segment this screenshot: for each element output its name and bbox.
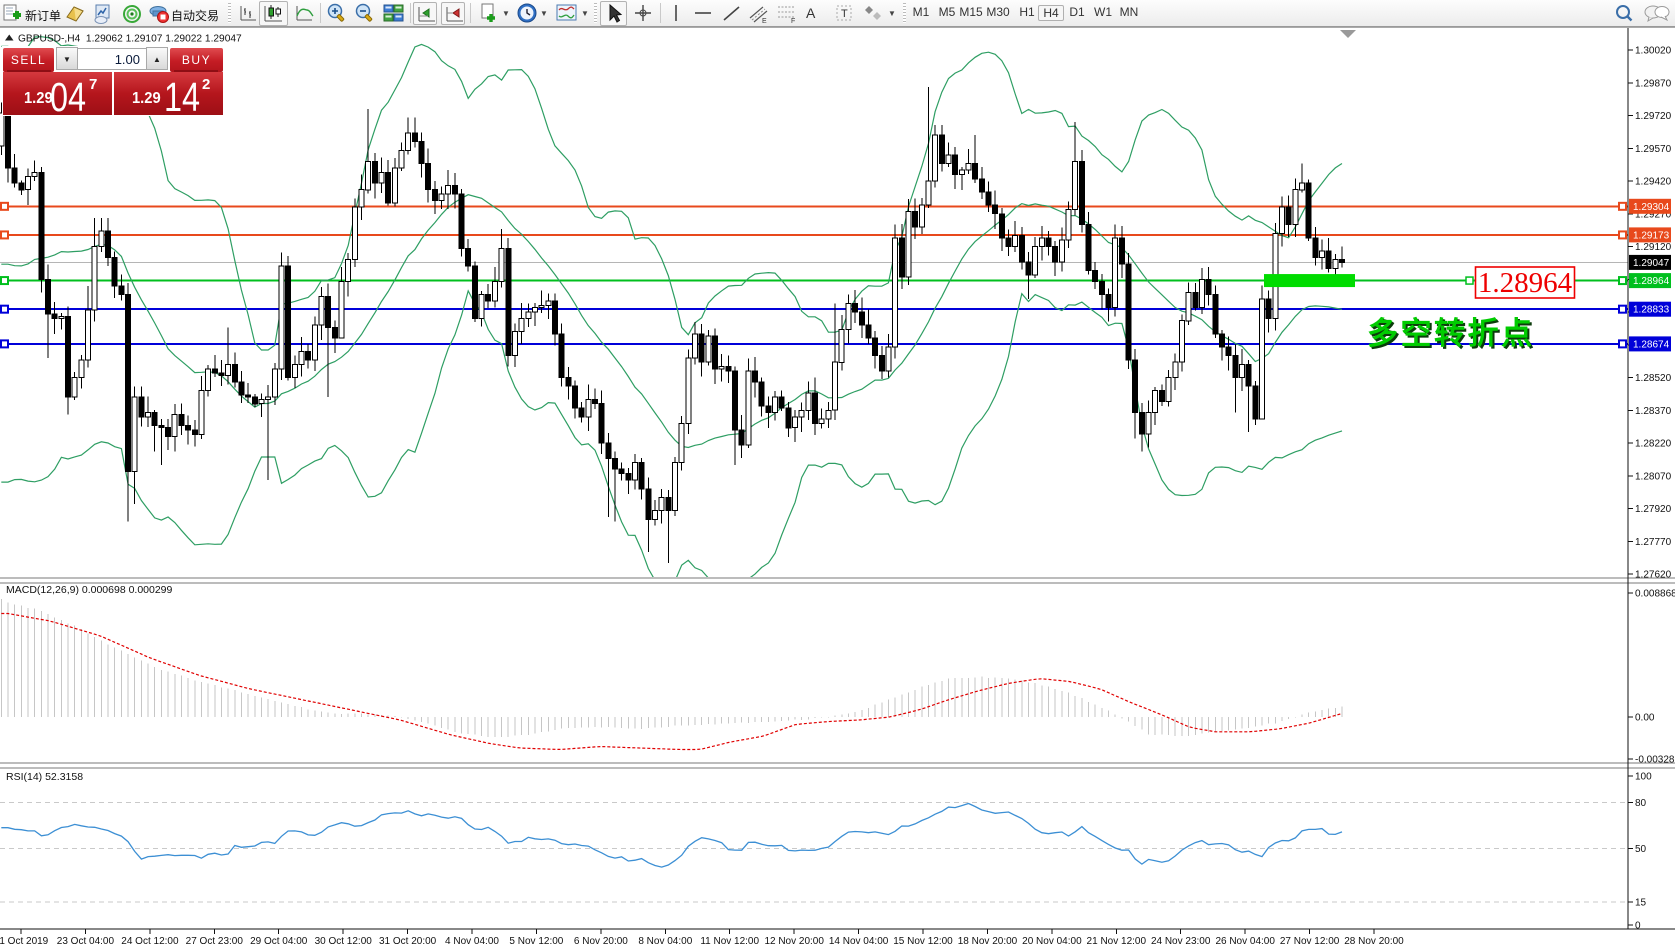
svg-text:1.28833: 1.28833 <box>1633 305 1670 316</box>
svg-text:1.28964: 1.28964 <box>1478 267 1573 299</box>
svg-text:24 Nov 23:00: 24 Nov 23:00 <box>1151 936 1211 947</box>
svg-text:RSI(14) 52.3158: RSI(14) 52.3158 <box>6 771 83 783</box>
svg-text:27 Nov 12:00: 27 Nov 12:00 <box>1280 936 1340 947</box>
svg-text:1.28070: 1.28070 <box>1635 471 1672 482</box>
svg-text:21 Nov 12:00: 21 Nov 12:00 <box>1087 936 1147 947</box>
svg-text:31 Oct 20:00: 31 Oct 20:00 <box>379 936 437 947</box>
svg-text:MACD(12,26,9) 0.000698 0.00029: MACD(12,26,9) 0.000698 0.000299 <box>6 584 173 596</box>
svg-text:20 Nov 04:00: 20 Nov 04:00 <box>1022 936 1082 947</box>
svg-text:1.30020: 1.30020 <box>1635 46 1672 57</box>
svg-text:28 Nov 20:00: 28 Nov 20:00 <box>1344 936 1404 947</box>
svg-text:1.28520: 1.28520 <box>1635 373 1672 384</box>
svg-text:23 Oct 04:00: 23 Oct 04:00 <box>57 936 115 947</box>
svg-text:0.00: 0.00 <box>1635 713 1655 724</box>
svg-text:1.29120: 1.29120 <box>1635 242 1672 253</box>
svg-text:1.29047: 1.29047 <box>1633 258 1670 269</box>
svg-text:100: 100 <box>1635 772 1652 783</box>
svg-text:T: T <box>841 8 848 20</box>
svg-text:80: 80 <box>1635 798 1647 809</box>
svg-text:27 Oct 23:00: 27 Oct 23:00 <box>186 936 244 947</box>
svg-text:-0.003285: -0.003285 <box>1635 755 1675 766</box>
svg-text:8 Nov 04:00: 8 Nov 04:00 <box>638 936 692 947</box>
svg-text:1.29173: 1.29173 <box>1633 230 1670 241</box>
svg-text:12 Nov 20:00: 12 Nov 20:00 <box>764 936 824 947</box>
svg-text:5 Nov 12:00: 5 Nov 12:00 <box>509 936 563 947</box>
svg-text:11 Nov 12:00: 11 Nov 12:00 <box>700 936 759 947</box>
svg-text:26 Nov 04:00: 26 Nov 04:00 <box>1215 936 1275 947</box>
svg-text:1.29420: 1.29420 <box>1635 177 1672 188</box>
svg-text:1.29270: 1.29270 <box>1635 209 1672 220</box>
svg-text:0: 0 <box>1635 921 1641 932</box>
svg-text:1.29870: 1.29870 <box>1635 78 1672 89</box>
svg-text:F: F <box>791 18 795 25</box>
svg-text:18 Nov 20:00: 18 Nov 20:00 <box>958 936 1018 947</box>
svg-text:24 Oct 12:00: 24 Oct 12:00 <box>121 936 179 947</box>
svg-text:0.008868: 0.008868 <box>1635 589 1675 600</box>
svg-text:29 Oct 04:00: 29 Oct 04:00 <box>250 936 308 947</box>
svg-text:1.28674: 1.28674 <box>1633 339 1670 350</box>
svg-text:1.27920: 1.27920 <box>1635 504 1672 515</box>
svg-text:1.29304: 1.29304 <box>1633 202 1670 213</box>
svg-text:GBPUSD-,H4 1.29062 1.29107 1.: GBPUSD-,H4 1.29062 1.29107 1.29022 1.290… <box>18 34 242 45</box>
svg-text:多空转折点: 多空转折点 <box>1369 318 1537 353</box>
svg-text:1.27620: 1.27620 <box>1635 570 1672 581</box>
svg-text:E: E <box>762 18 767 25</box>
svg-text:1.28370: 1.28370 <box>1635 406 1672 417</box>
svg-text:14 Nov 04:00: 14 Nov 04:00 <box>829 936 889 947</box>
svg-text:4 Nov 04:00: 4 Nov 04:00 <box>445 936 499 947</box>
svg-text:15 Nov 12:00: 15 Nov 12:00 <box>893 936 953 947</box>
svg-text:1.29720: 1.29720 <box>1635 111 1672 122</box>
svg-text:1.28220: 1.28220 <box>1635 439 1672 450</box>
svg-text:6 Nov 20:00: 6 Nov 20:00 <box>574 936 628 947</box>
svg-text:1.29570: 1.29570 <box>1635 144 1672 155</box>
svg-text:1.28964: 1.28964 <box>1633 276 1670 287</box>
svg-text:50: 50 <box>1635 844 1647 855</box>
svg-text:30 Oct 12:00: 30 Oct 12:00 <box>315 936 373 947</box>
svg-text:15: 15 <box>1635 898 1647 909</box>
svg-text:1.27770: 1.27770 <box>1635 537 1672 548</box>
svg-text:多空转折点: 多空转折点 <box>1367 316 1535 351</box>
svg-text:21 Oct 2019: 21 Oct 2019 <box>0 936 49 947</box>
